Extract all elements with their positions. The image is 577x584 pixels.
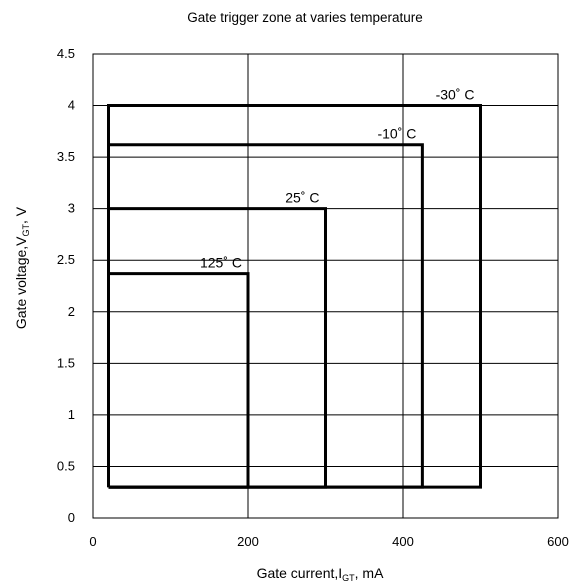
series-line — [107, 143, 424, 489]
tick-labels: 0 0.5 1 1.5 2 2.5 3 3.5 4 4.5 0 200 400 600 — [57, 46, 569, 549]
x-tick-label: 0 — [89, 534, 96, 549]
y-axis-label-sub: GT — [21, 223, 31, 236]
series-line — [107, 272, 250, 489]
y-tick-label: 3 — [68, 201, 75, 216]
series-label: 25˚ C — [285, 190, 319, 206]
y-tick-label: 0.5 — [57, 458, 75, 473]
x-tick-label: 400 — [392, 534, 414, 549]
series-line — [107, 104, 482, 489]
series-line — [107, 207, 327, 489]
y-tick-label: 2.5 — [57, 252, 75, 267]
y-tick-label: 4 — [68, 98, 75, 113]
y-axis-label: Gate voltage,VGT, V — [13, 206, 31, 329]
y-tick-label: 0 — [68, 510, 75, 525]
series-layer — [107, 104, 482, 489]
y-tick-label: 3.5 — [57, 149, 75, 164]
series-labels: -30˚ C -10˚ C 25˚ C 125˚ C — [200, 87, 475, 271]
y-axis-label-unit: , V — [13, 206, 29, 224]
chart-title: Gate trigger zone at varies temperature — [187, 10, 423, 25]
y-tick-label: 1.5 — [57, 355, 75, 370]
x-axis-label-sub: GT — [342, 573, 355, 583]
y-tick-label: 4.5 — [57, 46, 75, 61]
plot-frame — [92, 53, 559, 519]
x-axis-label-unit: , mA — [355, 565, 384, 581]
y-tick-label: 2 — [68, 304, 75, 319]
y-axis-label-main: Gate voltage,V — [13, 236, 29, 329]
x-tick-label: 600 — [547, 534, 569, 549]
series-label: -30˚ C — [436, 87, 475, 103]
series-label: 125˚ C — [200, 255, 242, 271]
series-label: -10˚ C — [377, 126, 416, 142]
x-axis-label-main: Gate current,I — [257, 565, 343, 581]
x-axis-label: Gate current,IGT, mA — [257, 565, 385, 583]
x-tick-label: 200 — [237, 534, 259, 549]
y-tick-label: 1 — [68, 407, 75, 422]
